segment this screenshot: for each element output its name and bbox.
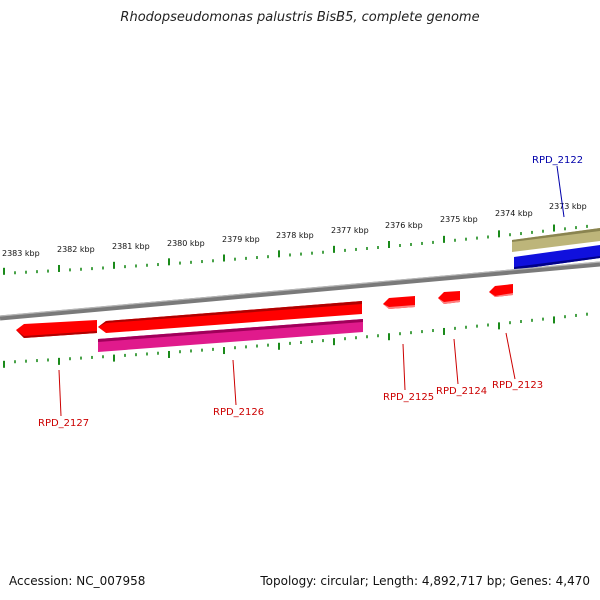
gene-label-RPD_2124[interactable]: RPD_2124 — [436, 338, 487, 397]
gene-label-text: RPD_2124 — [436, 386, 487, 397]
scale-label: 2378 kbp — [276, 231, 314, 240]
scale-label: 2380 kbp — [167, 239, 205, 248]
scale-label: 2381 kbp — [112, 242, 150, 251]
scale-label: 2382 kbp — [57, 245, 95, 254]
gene-label-RPD_2123[interactable]: RPD_2123 — [492, 332, 543, 391]
genome-summary-text: Topology: circular; Length: 4,892,717 bp… — [260, 574, 590, 588]
scale-label: 2375 kbp — [440, 215, 478, 224]
scale-label: 2374 kbp — [495, 209, 533, 218]
scale-label: 2376 kbp — [385, 221, 423, 230]
reverse-feature-magenta[interactable] — [98, 319, 363, 352]
gene-RPD_2123[interactable] — [489, 284, 513, 297]
genome-backbone — [0, 261, 600, 321]
accession-text: Accession: NC_007958 — [9, 574, 146, 588]
gene-label-text: RPD_2123 — [492, 380, 543, 391]
upper-scale-ticks — [3, 224, 588, 275]
scale-label: 2379 kbp — [222, 235, 260, 244]
scale-labels: 2383 kbp 2382 kbp 2381 kbp 2380 kbp 2379… — [2, 202, 587, 258]
gene-label-text: RPD_2122 — [532, 155, 583, 166]
gene-RPD_2126[interactable] — [98, 301, 362, 333]
gene-RPD_2127[interactable] — [16, 320, 97, 338]
gene-label-text: RPD_2125 — [383, 392, 434, 403]
scale-label: 2383 kbp — [2, 249, 40, 258]
gene-label-RPD_2122[interactable]: RPD_2122 — [532, 155, 583, 218]
scale-label: 2373 kbp — [549, 202, 587, 211]
gene-label-RPD_2125[interactable]: RPD_2125 — [383, 343, 434, 403]
gene-label-RPD_2126[interactable]: RPD_2126 — [213, 359, 264, 418]
gene-label-RPD_2127[interactable]: RPD_2127 — [38, 369, 89, 429]
genome-title: Rhodopseudomonas palustris BisB5, comple… — [120, 10, 480, 25]
forward-feature-olive[interactable] — [512, 228, 600, 252]
lower-scale-ticks — [3, 312, 588, 368]
scale-label: 2377 kbp — [331, 226, 369, 235]
gene-label-text: RPD_2127 — [38, 418, 89, 429]
gene-RPD_2125[interactable] — [383, 296, 415, 309]
gene-label-text: RPD_2126 — [213, 407, 264, 418]
gene-RPD_2124[interactable] — [438, 291, 460, 304]
gene-RPD_2122[interactable] — [514, 245, 600, 270]
